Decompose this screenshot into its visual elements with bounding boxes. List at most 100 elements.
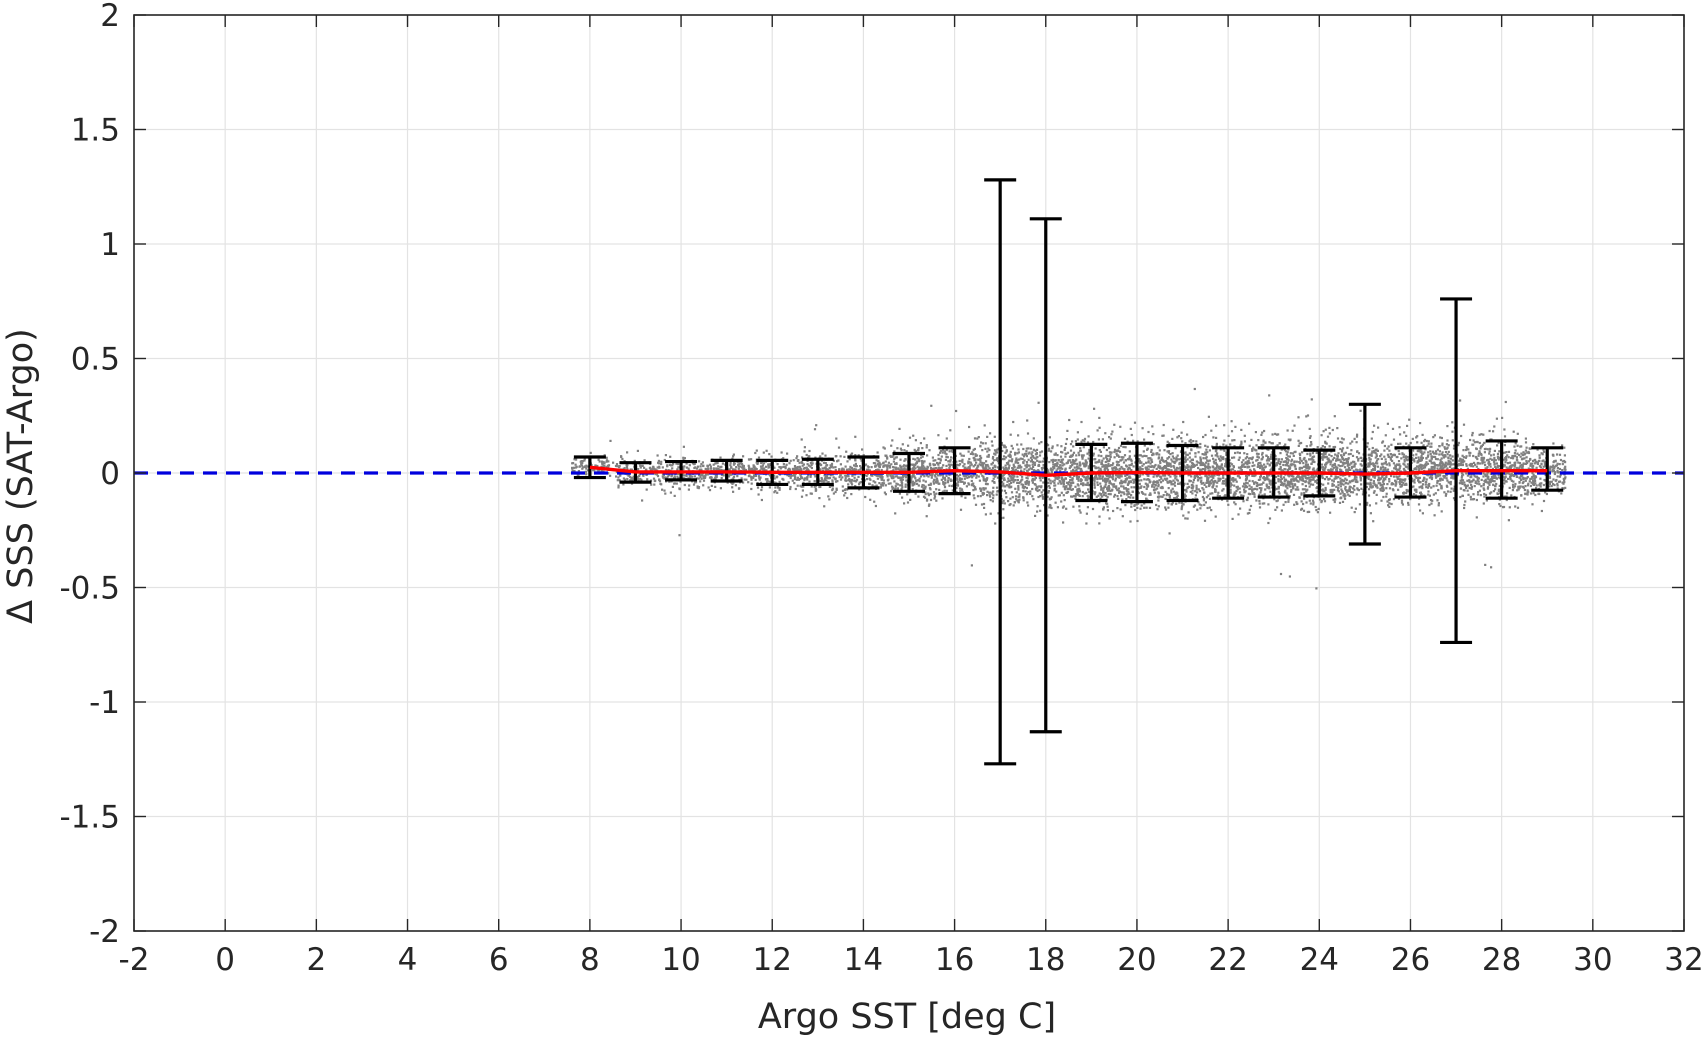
scatter-point: [1165, 464, 1169, 467]
scatter-point: [1248, 465, 1251, 468]
scatter-point: [1128, 455, 1131, 458]
scatter-point: [1084, 483, 1087, 486]
scatter-point: [1002, 484, 1005, 487]
scatter-point: [1033, 463, 1036, 466]
scatter-point: [1321, 458, 1324, 461]
scatter-point: [1119, 508, 1122, 511]
scatter-point: [1053, 481, 1056, 484]
scatter-point: [800, 476, 803, 479]
scatter-point: [1225, 484, 1228, 487]
scatter-point: [676, 475, 679, 478]
scatter-point: [1151, 469, 1154, 472]
scatter-point: [994, 522, 997, 525]
scatter-point: [714, 462, 717, 465]
scatter-point: [638, 475, 641, 478]
scatter-point: [978, 479, 981, 482]
scatter-point: [842, 468, 845, 471]
scatter-point: [1003, 458, 1006, 461]
scatter-point: [1174, 497, 1177, 500]
scatter-point: [960, 495, 963, 498]
scatter-point: [641, 499, 644, 502]
scatter-point: [1048, 486, 1051, 489]
scatter-point: [823, 505, 826, 508]
scatter-point: [592, 469, 595, 472]
scatter-point: [1042, 489, 1045, 492]
scatter-point: [1248, 479, 1251, 482]
scatter-point: [819, 479, 822, 482]
scatter-point: [1108, 488, 1111, 491]
scatter-point: [989, 512, 992, 515]
scatter-point: [1064, 486, 1067, 489]
scatter-point: [1192, 505, 1195, 508]
scatter-point: [967, 450, 970, 453]
scatter-point: [914, 463, 917, 466]
scatter-point: [581, 461, 584, 464]
scatter-point: [1024, 464, 1027, 467]
scatter-point: [1290, 458, 1294, 461]
scatter-point: [1190, 475, 1193, 478]
scatter-point: [760, 461, 763, 465]
scatter-point: [1060, 482, 1063, 485]
scatter-point: [1335, 469, 1339, 472]
scatter-point: [1241, 465, 1244, 468]
scatter-point: [886, 479, 889, 482]
scatter-point: [596, 464, 599, 468]
scatter-point: [1366, 442, 1369, 445]
scatter-point: [1337, 452, 1340, 455]
scatter-point: [933, 493, 936, 496]
scatter-point: [1031, 474, 1034, 478]
scatter-point: [898, 468, 901, 471]
scatter-point: [1205, 475, 1208, 478]
scatter-point: [1257, 456, 1260, 459]
scatter-point: [768, 486, 771, 489]
scatter-point: [1335, 485, 1338, 488]
scatter-point: [913, 481, 916, 484]
scatter-point: [1189, 490, 1192, 493]
scatter-point: [1342, 438, 1345, 441]
scatter-point: [1098, 449, 1101, 452]
scatter-point: [1268, 482, 1271, 485]
scatter-point: [1192, 463, 1195, 466]
scatter-point: [1258, 487, 1261, 490]
scatter-point: [1307, 481, 1310, 484]
scatter-point: [1113, 456, 1116, 459]
scatter-point: [1156, 495, 1160, 498]
scatter-point: [1198, 468, 1202, 471]
scatter-point: [1013, 501, 1016, 504]
scatter-point: [914, 467, 917, 470]
scatter-point: [1040, 450, 1044, 453]
scatter-point: [1011, 458, 1014, 461]
scatter-point: [1046, 514, 1049, 517]
scatter-point: [934, 459, 937, 462]
scatter-point: [1070, 484, 1073, 487]
scatter-point: [1287, 484, 1290, 487]
scatter-point: [800, 468, 803, 472]
scatter-point: [923, 437, 926, 440]
scatter-point: [1301, 488, 1304, 491]
scatter-point: [698, 468, 701, 471]
scatter-point: [1291, 452, 1294, 455]
scatter-point: [905, 479, 908, 482]
scatter-point: [819, 485, 822, 488]
scatter-point: [1253, 481, 1256, 484]
scatter-point: [1010, 491, 1014, 494]
scatter-point: [1304, 474, 1307, 477]
scatter-point: [1104, 477, 1107, 480]
scatter-point: [1091, 507, 1095, 511]
scatter-point: [1059, 480, 1062, 483]
scatter-point: [917, 495, 920, 498]
scatter-point: [943, 450, 946, 453]
scatter-point: [1296, 480, 1299, 483]
scatter-point: [907, 444, 910, 447]
scatter-point: [1184, 497, 1187, 500]
scatter-point: [1197, 488, 1200, 491]
scatter-point: [1304, 459, 1307, 462]
scatter-point: [1069, 449, 1073, 452]
scatter-point: [1251, 480, 1254, 483]
scatter-point: [1197, 478, 1200, 481]
scatter-point: [1107, 474, 1110, 477]
scatter-point: [1196, 475, 1199, 478]
scatter-point: [1286, 461, 1289, 464]
scatter-point: [1329, 511, 1332, 514]
scatter-point: [880, 478, 883, 481]
